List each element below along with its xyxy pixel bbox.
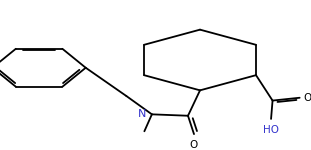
- Text: O: O: [190, 140, 198, 150]
- Text: N: N: [138, 109, 146, 119]
- Text: O: O: [303, 93, 311, 103]
- Text: HO: HO: [263, 124, 279, 135]
